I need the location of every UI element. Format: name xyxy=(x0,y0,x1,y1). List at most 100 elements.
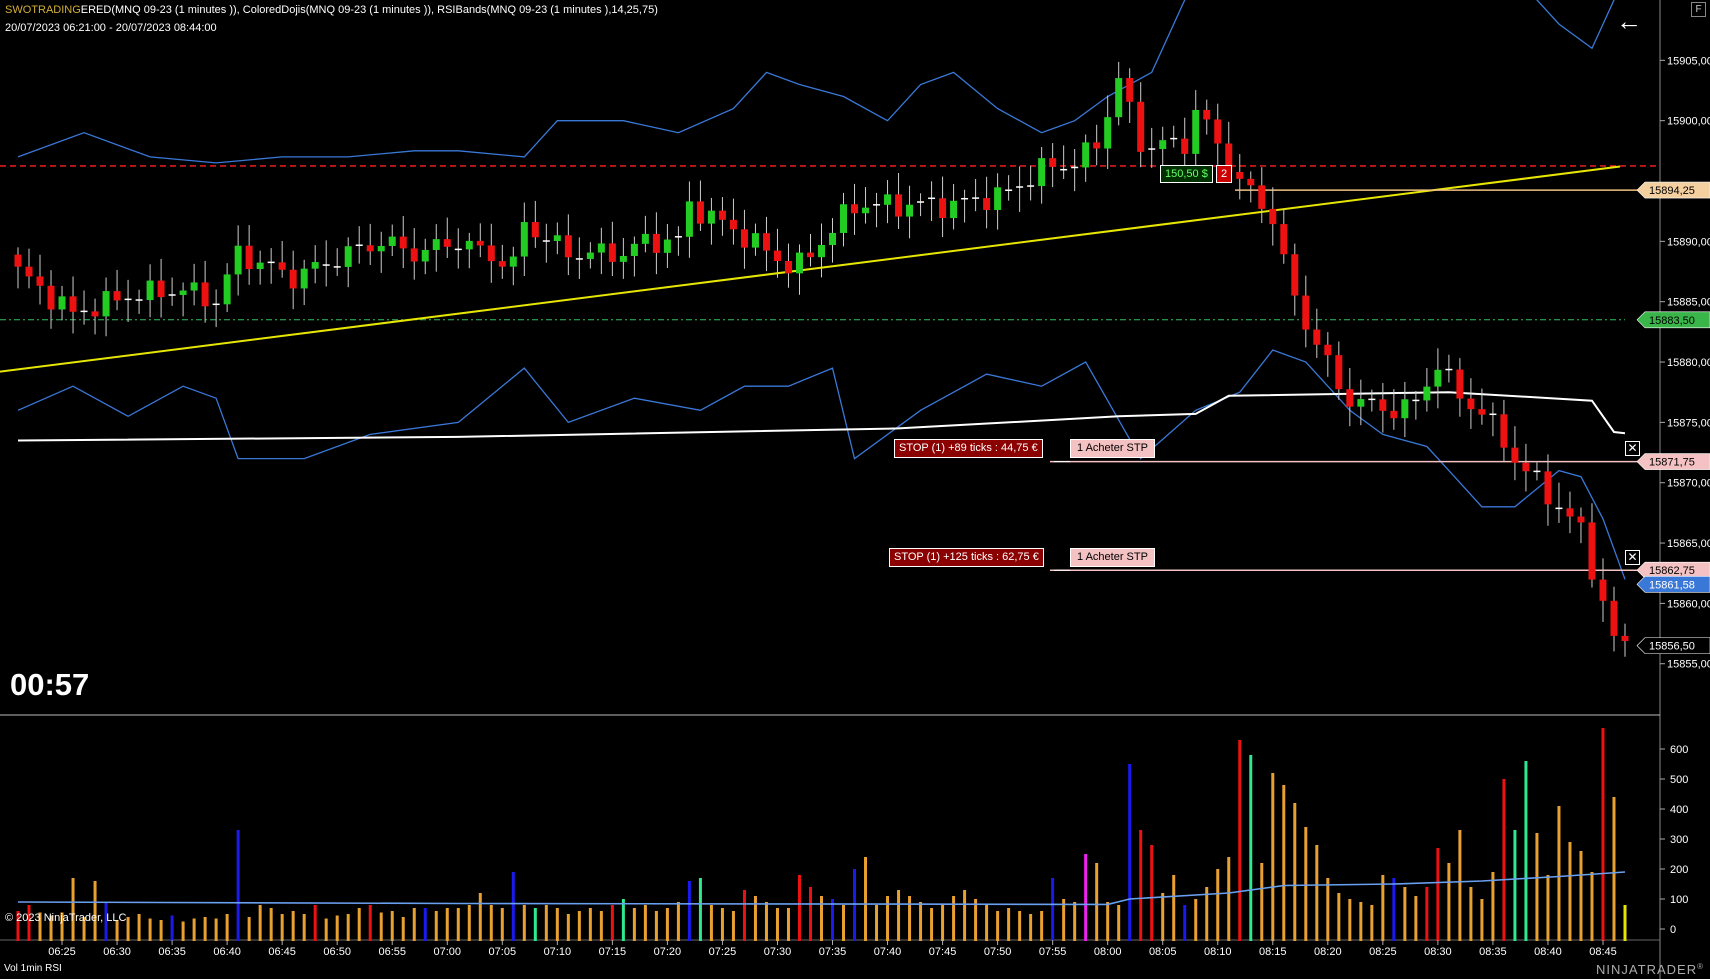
volume-bar xyxy=(467,905,471,941)
volume-bar xyxy=(599,911,603,941)
time-axis-tick-label: 07:05 xyxy=(489,946,517,958)
volume-bar xyxy=(258,905,262,941)
volume-bar xyxy=(654,911,658,941)
volume-bar xyxy=(225,914,229,941)
price-axis-tick-label: 15855,00 xyxy=(1667,659,1710,671)
volume-bar xyxy=(49,915,53,941)
candle-body xyxy=(1269,208,1277,225)
candle-body xyxy=(69,296,77,312)
volume-bar xyxy=(357,908,361,941)
volume-bar xyxy=(1337,893,1341,941)
position-quantity-label[interactable]: 2 xyxy=(1216,165,1233,183)
time-axis-tick-label: 06:35 xyxy=(158,946,186,958)
candle-body xyxy=(1434,369,1442,387)
volume-bar xyxy=(1293,803,1297,941)
volume-bar xyxy=(390,911,394,941)
volume-bar xyxy=(1062,899,1066,941)
volume-bar xyxy=(797,875,801,941)
volume-bar xyxy=(423,908,427,941)
price-axis-tick-label: 15860,00 xyxy=(1667,598,1710,610)
candle-body xyxy=(1588,522,1596,580)
candle-body xyxy=(641,233,649,244)
volume-bar xyxy=(1469,887,1473,941)
volume-bar xyxy=(280,914,284,941)
volume-bar xyxy=(1425,887,1429,941)
volume-bar xyxy=(247,917,251,941)
volume-bar xyxy=(137,914,141,941)
volume-bar xyxy=(985,905,989,941)
volume-bar xyxy=(665,908,669,941)
candle-body xyxy=(410,248,418,262)
candle-body xyxy=(432,239,440,250)
candle-body xyxy=(25,266,33,277)
f-badge[interactable]: F xyxy=(1691,2,1706,17)
candle-body xyxy=(1324,344,1332,356)
cancel-order-1-icon[interactable]: ✕ xyxy=(1625,441,1640,456)
candle-body xyxy=(58,296,66,310)
rsi-band-lower-line xyxy=(17,349,1626,580)
chart-header-overlay: SWOTRADING xyxy=(5,4,81,16)
candle-body xyxy=(895,194,903,217)
candle-body xyxy=(564,235,572,258)
volume-bar xyxy=(577,911,581,941)
time-axis-tick-label: 08:40 xyxy=(1534,946,1562,958)
time-axis-tick-label: 06:30 xyxy=(103,946,131,958)
price-marker-blue xyxy=(1636,576,1710,593)
buy-stop-order-label-2[interactable]: 1 Acheter STP xyxy=(1070,548,1155,567)
volume-bar xyxy=(214,918,218,941)
candle-body xyxy=(245,245,253,270)
candle-body xyxy=(190,282,198,291)
candle-body xyxy=(1522,462,1530,472)
price-marker-last xyxy=(1636,637,1710,654)
time-axis-tick-label: 08:30 xyxy=(1424,946,1452,958)
volume-bar xyxy=(1040,911,1044,941)
volume-bar xyxy=(478,893,482,941)
price-axis-tick-label: 15905,00 xyxy=(1667,55,1710,67)
stop-order-label-1[interactable]: STOP (1) +89 ticks : 44,75 € xyxy=(894,439,1043,458)
volume-bar xyxy=(379,912,383,941)
candle-body xyxy=(1247,178,1255,186)
candle-body xyxy=(906,204,914,217)
stop-order-label-2[interactable]: STOP (1) +125 ticks : 62,75 € xyxy=(889,548,1044,567)
volume-bar xyxy=(291,911,295,941)
back-arrow-icon[interactable]: ← xyxy=(1616,6,1642,36)
candle-body xyxy=(498,261,506,267)
volume-bar xyxy=(1590,872,1594,941)
volume-bar xyxy=(919,902,923,941)
volume-bar xyxy=(941,905,945,941)
volume-bar xyxy=(522,905,526,941)
volume-bar xyxy=(698,878,702,941)
time-axis-tick-label: 07:25 xyxy=(709,946,737,958)
candle-body xyxy=(740,229,748,248)
price-axis-tick-label: 15885,00 xyxy=(1667,297,1710,309)
buy-stop-order-label-1[interactable]: 1 Acheter STP xyxy=(1070,439,1155,458)
candle-body xyxy=(1390,410,1398,419)
price-marker-blue-text: 15861,58 xyxy=(1649,579,1695,591)
position-pnl-label[interactable]: 150,50 $ xyxy=(1160,165,1213,183)
position-price-marker xyxy=(1636,181,1710,199)
volume-bar xyxy=(930,908,934,941)
trend-line[interactable] xyxy=(0,165,1621,373)
candle-body xyxy=(223,274,231,305)
candle-body xyxy=(1335,355,1343,390)
candle-body xyxy=(256,262,264,270)
candle-body xyxy=(1401,399,1409,419)
time-axis-tick-label: 07:00 xyxy=(434,946,462,958)
volume-bar xyxy=(676,902,680,941)
candle-body xyxy=(1291,254,1299,296)
volume-axis-tick-label: 100 xyxy=(1670,894,1688,906)
candle-body xyxy=(851,204,859,214)
volume-bar xyxy=(952,896,956,941)
candle-body xyxy=(718,210,726,220)
cancel-order-2-icon[interactable]: ✕ xyxy=(1625,550,1640,565)
candle-body xyxy=(751,233,759,248)
candle-body xyxy=(1280,224,1288,255)
volume-bar xyxy=(1557,806,1561,941)
candle-body xyxy=(1544,471,1552,505)
header-overlay-b: TRADING xyxy=(31,4,81,16)
chart-date-range: 20/07/2023 06:21:00 - 20/07/2023 08:44:0… xyxy=(5,22,217,34)
volume-bar xyxy=(335,915,339,941)
volume-bar xyxy=(632,908,636,941)
time-axis-tick-label: 07:10 xyxy=(544,946,572,958)
